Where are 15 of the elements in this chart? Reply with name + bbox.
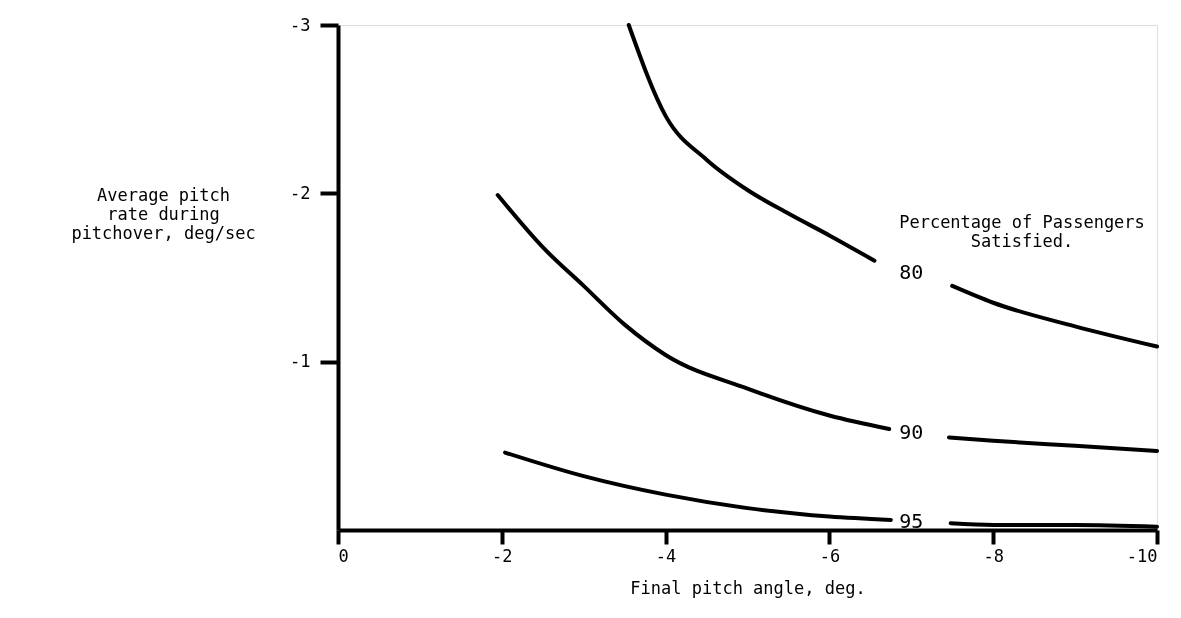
x-tick-label: -4 [655, 545, 677, 566]
y-tick-label: -2 [290, 182, 311, 203]
x-axis-title: Final pitch angle, deg. [630, 577, 866, 598]
y-tick-label: -3 [290, 14, 311, 35]
x-tick-label: -6 [819, 545, 841, 566]
x-tick-label: -10 [1126, 545, 1158, 566]
x-tick-label: -2 [492, 545, 513, 566]
series-label: 90 [899, 420, 924, 445]
series-label: 95 [899, 508, 924, 533]
x-tick-label: -8 [983, 545, 1004, 566]
y-tick-label: -1 [290, 351, 311, 372]
y-axis-title: Average pitch rate during pitchover, deg/sec [71, 184, 256, 243]
series-label: 80 [899, 260, 924, 285]
annotation: Percentage of Passengers Satisfied. [899, 212, 1145, 251]
x-tick-label: 0 [338, 545, 349, 566]
